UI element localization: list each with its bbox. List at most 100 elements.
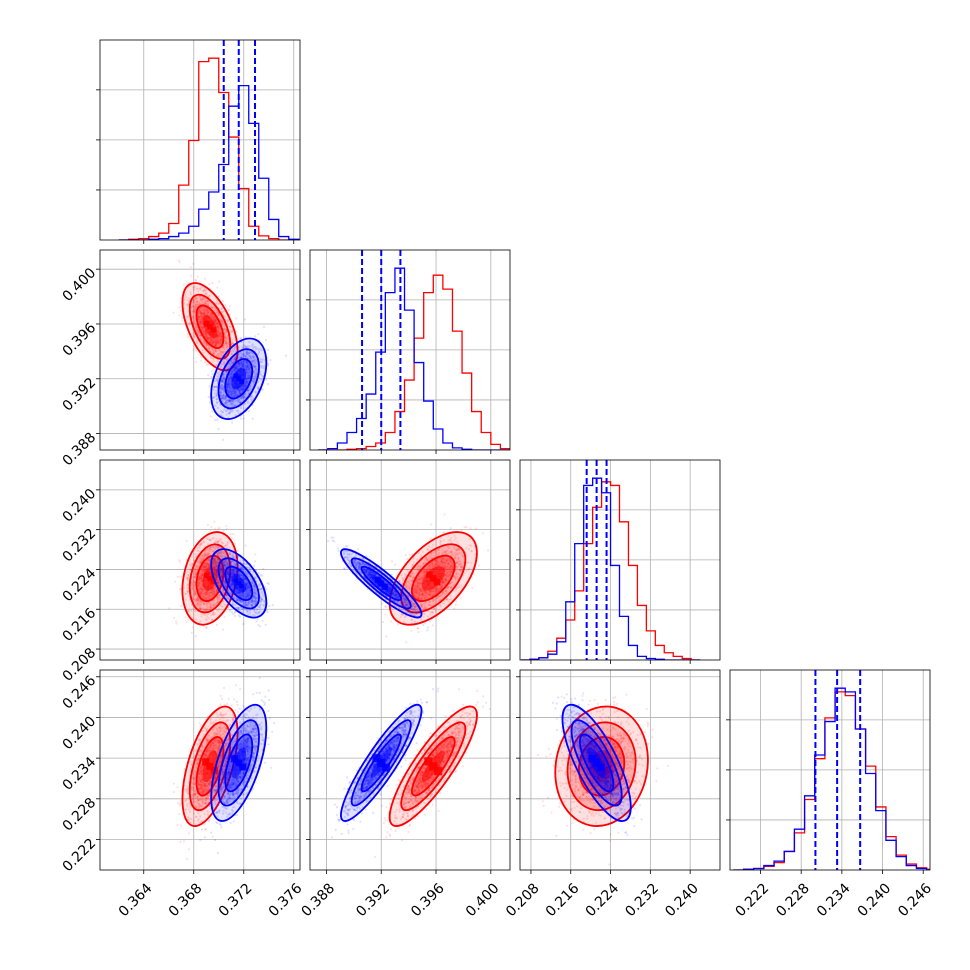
sample-point [215,337,218,341]
sample-point [231,341,234,344]
sample-point [226,386,229,389]
sample-point [207,337,210,340]
sample-point [204,309,207,312]
sample-point [207,347,211,350]
sample-point [203,297,206,301]
sample-point [217,375,220,378]
sample-point [218,302,221,305]
sample-point [220,353,223,357]
sample-point [210,338,213,342]
sample-point [222,388,225,391]
sample-point [226,358,229,361]
sample-point [220,391,223,394]
sample-point [197,311,200,314]
sample-point [251,359,254,362]
sample-point [235,317,238,320]
sample-point [231,329,234,333]
sample-point [217,324,220,327]
sample-point [209,314,212,317]
sample-point [252,355,255,358]
sample-point [234,393,237,396]
sample-point [197,315,200,319]
sample-point [247,377,250,380]
sample-point [236,362,239,366]
sample-point [203,329,206,332]
sample-point [261,358,264,361]
sample-point [206,311,210,315]
sample-point [218,337,221,341]
sample-point [226,382,229,385]
sample-point [223,327,226,331]
sample-point [220,397,223,400]
sample-point [221,379,224,382]
sample-point [244,544,247,547]
sample-point [234,404,237,407]
sample-point [206,337,209,340]
sample-point [202,308,205,311]
sample-point [196,303,199,306]
sample-point [233,369,236,372]
sample-point [237,363,240,366]
sample-point [227,393,230,396]
sample-point [202,341,205,344]
sample-point [199,297,202,300]
sample-point [212,340,215,343]
sample-point [217,313,220,316]
sample-point [194,325,197,328]
sample-point [212,396,215,399]
sample-point [241,363,245,366]
sample-point [251,395,254,398]
sample-point [213,316,216,319]
sample-point [189,291,192,294]
sample-point [200,312,203,315]
sample-point [175,622,178,625]
sample-point [236,549,240,552]
sample-point [202,312,205,315]
sample-point [220,321,223,324]
sample-point [235,367,238,370]
sample-point [252,365,255,368]
sample-point [202,331,205,334]
sample-point [204,292,207,295]
sample-point [227,309,230,312]
sample-point [227,385,230,388]
sample-point [221,396,224,399]
sample-point [228,385,231,389]
sample-point [181,319,184,322]
sample-point [215,341,218,344]
sample-point [198,301,201,305]
sample-point [194,323,198,327]
sample-point [248,354,251,358]
sample-point [228,399,231,402]
sample-point [231,374,234,377]
sample-point [203,312,206,315]
sample-point [198,320,201,323]
sample-point [211,315,214,318]
sample-point [217,311,220,314]
sample-point [215,623,219,627]
sample-point [248,354,251,357]
sample-point [233,390,236,393]
sample-point [254,364,257,367]
sample-point [175,620,178,623]
sample-point [233,369,236,372]
sample-point [204,335,208,338]
sample-point [212,339,216,342]
sample-point [210,306,214,309]
sample-point [245,352,248,355]
sample-point [259,625,262,628]
sample-point [217,353,220,356]
sample-point [198,287,201,290]
sample-point [222,377,225,380]
sample-point [218,335,221,338]
sample-point [191,286,195,289]
sample-point [216,323,219,326]
sample-point [221,395,224,398]
sample-point [241,386,244,389]
sample-point [222,360,225,363]
sample-point [231,371,234,374]
sample-point [221,299,224,302]
sample-point [248,371,251,374]
sample-point [204,333,207,336]
sample-point [205,292,208,295]
